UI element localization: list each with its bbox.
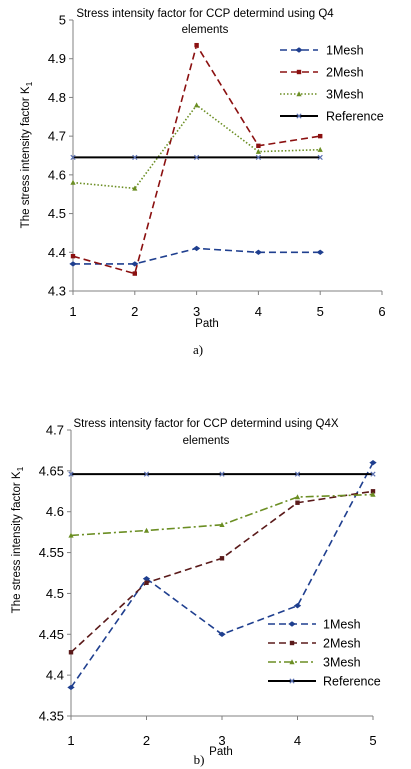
chart-2-data-point-2mesh bbox=[370, 489, 376, 494]
chart-2-data-point-3mesh bbox=[143, 527, 150, 533]
chart-2-data-point-reference bbox=[219, 471, 225, 477]
chart-2-data-point-3mesh bbox=[294, 494, 301, 500]
chart-1-x-tick-label: 6 bbox=[378, 304, 385, 319]
chart-2-data-point-1mesh bbox=[293, 602, 302, 609]
chart-2-data-point-reference bbox=[68, 471, 74, 477]
chart-1-y-tick-label: 4.6 bbox=[48, 167, 66, 182]
chart-1-data-point-2mesh bbox=[256, 143, 261, 149]
chart-2-legend-marker-2mesh bbox=[289, 640, 295, 646]
chart-1-data-point-2mesh bbox=[132, 271, 137, 276]
chart-2-legend-marker-reference bbox=[289, 678, 295, 684]
chart-2-title-line: Stress intensity factor for CCP determin… bbox=[73, 418, 338, 430]
chart-2-y-tick-label: 4.5 bbox=[46, 586, 64, 601]
chart-1-y-tick-label: 4.7 bbox=[48, 129, 66, 144]
chart-1-data-point-3mesh bbox=[255, 148, 261, 154]
chart-2-legend-label-reference: Reference bbox=[323, 675, 381, 689]
chart-2-legend-marker-3mesh bbox=[289, 659, 295, 665]
chart-2-data-point-3mesh bbox=[68, 532, 74, 538]
chart-1-y-tick-label: 4.4 bbox=[48, 245, 66, 260]
chart-2-y-tick-label: 4.45 bbox=[39, 627, 64, 642]
chart-1-y-tick-label: 4.9 bbox=[48, 51, 66, 66]
chart-1-x-tick-label: 2 bbox=[131, 304, 138, 319]
chart-1-legend-marker-2mesh bbox=[296, 69, 302, 75]
chart-2-data-point-3mesh bbox=[370, 491, 376, 497]
chart-1-data-point-1mesh bbox=[69, 261, 77, 267]
chart-2-data-point-2mesh bbox=[144, 580, 149, 586]
chart-2-legend-label-2mesh: 2Mesh bbox=[323, 637, 361, 651]
chart-2-data-point-1mesh bbox=[218, 631, 226, 637]
chart-2-y-axis-label: The stress intensity factor K1 bbox=[11, 466, 25, 613]
chart-2-x-axis-label: Path bbox=[209, 746, 233, 758]
chart-2-y-tick-label: 4.4 bbox=[46, 668, 64, 683]
chart-1-data-point-reference bbox=[70, 154, 76, 161]
chart-1-y-tick-label: 4.3 bbox=[48, 284, 66, 299]
chart-2-data-point-3mesh bbox=[219, 521, 225, 527]
chart-1-caption: a) bbox=[193, 342, 203, 357]
chart-1-x-tick-label: 3 bbox=[193, 304, 200, 319]
chart-1-title-line: elements bbox=[182, 24, 229, 36]
chart-1-legend-marker-3mesh bbox=[296, 91, 302, 97]
chart-2-data-point-2mesh bbox=[295, 500, 300, 505]
chart-2-data-point-reference bbox=[370, 471, 376, 477]
chart-2-data-point-2mesh bbox=[219, 556, 225, 561]
chart-2-y-tick-label: 4.65 bbox=[39, 463, 64, 478]
chart-2-data-point-reference bbox=[143, 471, 150, 477]
chart-1-x-tick-label: 4 bbox=[255, 304, 262, 319]
chart-1-data-point-reference bbox=[255, 154, 262, 161]
chart-2-legend-label-1mesh: 1Mesh bbox=[323, 618, 361, 632]
chart-2-legend-marker-1mesh bbox=[288, 621, 296, 627]
chart-2-y-tick-label: 4.6 bbox=[46, 504, 64, 519]
chart-1-legend-marker-reference bbox=[296, 113, 302, 119]
chart-1-legend-label-3mesh: 3Mesh bbox=[326, 88, 364, 102]
chart-1-x-tick-label: 1 bbox=[69, 304, 76, 319]
chart-1-legend-label-1mesh: 1Mesh bbox=[326, 44, 364, 58]
chart-1-data-point-2mesh bbox=[318, 133, 323, 139]
chart-2-data-point-1mesh bbox=[369, 459, 377, 466]
chart-2-series-line-3mesh bbox=[70, 493, 374, 537]
chart-2-legend-label-3mesh: 3Mesh bbox=[323, 656, 361, 670]
chart-1-data-point-2mesh bbox=[70, 253, 76, 259]
chart-1-series-line-3mesh bbox=[72, 104, 321, 190]
chart-1-y-axis-label: The stress intensity factor K1 bbox=[20, 81, 34, 228]
chart-1-x-tick-label: 5 bbox=[317, 304, 324, 319]
chart-2-data-point-reference bbox=[294, 471, 301, 477]
chart-2-y-tick-label: 4.7 bbox=[46, 423, 64, 438]
chart-2-x-tick-label: 4 bbox=[294, 733, 301, 748]
chart-2-y-tick-label: 4.35 bbox=[39, 709, 64, 724]
chart-1-data-point-3mesh bbox=[132, 185, 138, 191]
chart-1-data-point-3mesh bbox=[194, 102, 200, 108]
chart-1-data-point-1mesh bbox=[316, 249, 324, 255]
chart-1-data-point-2mesh bbox=[194, 42, 199, 48]
chart-2-title-line: elements bbox=[183, 435, 230, 447]
chart-2-caption: b) bbox=[194, 752, 205, 767]
chart-1-x-axis-label: Path bbox=[195, 318, 219, 330]
chart-1-legend-label-2mesh: 2Mesh bbox=[326, 66, 364, 80]
chart-1-y-tick-label: 4.8 bbox=[48, 90, 66, 105]
chart-2-y-tick-label: 4.55 bbox=[39, 545, 64, 560]
chart-1-legend-label-reference: Reference bbox=[326, 110, 384, 124]
chart-1-data-point-3mesh bbox=[70, 179, 76, 185]
chart-2-data-point-1mesh bbox=[67, 684, 75, 691]
chart-2-x-tick-label: 2 bbox=[143, 733, 150, 748]
chart-1-data-point-1mesh bbox=[254, 249, 263, 255]
chart-2-x-tick-label: 3 bbox=[218, 733, 225, 748]
chart-1-title-line: Stress intensity factor for CCP determin… bbox=[76, 8, 334, 20]
chart-2-x-tick-label: 5 bbox=[369, 733, 376, 748]
chart-1-data-point-reference bbox=[317, 154, 323, 161]
chart-1-y-tick-label: 4.5 bbox=[48, 206, 66, 221]
chart-1-data-point-3mesh bbox=[317, 146, 323, 152]
chart-1-series-line-2mesh bbox=[72, 43, 321, 275]
chart-2-x-tick-label: 1 bbox=[67, 733, 74, 748]
chart-1-legend-marker-1mesh bbox=[295, 47, 303, 53]
chart-1-y-tick-label: 5 bbox=[59, 13, 66, 28]
chart-1-data-point-1mesh bbox=[192, 245, 201, 252]
chart-2-data-point-1mesh bbox=[142, 576, 151, 582]
chart-1-data-point-reference bbox=[193, 154, 200, 161]
chart-1-data-point-reference bbox=[132, 154, 138, 161]
chart-2-data-point-2mesh bbox=[68, 650, 74, 655]
